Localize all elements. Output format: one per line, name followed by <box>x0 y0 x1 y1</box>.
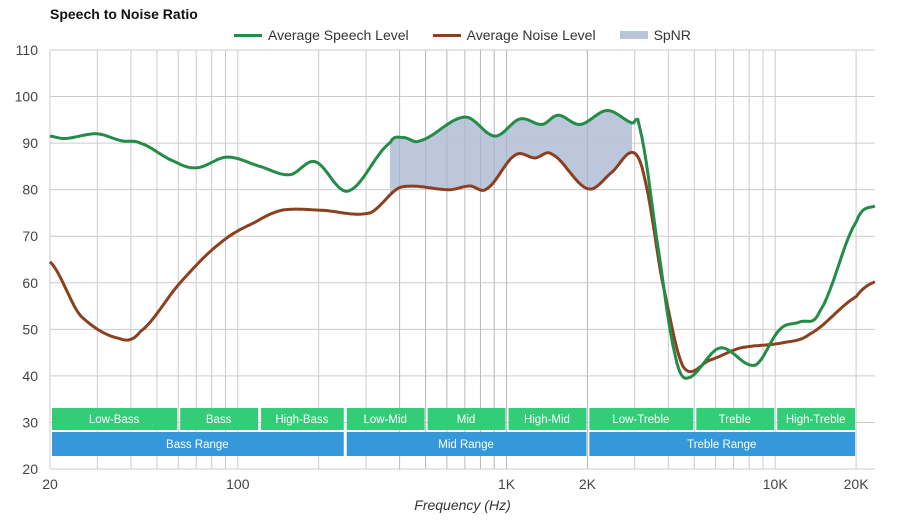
band-low-mid-label: Low-Mid <box>363 414 406 426</box>
range-treble-range-label: Treble Range <box>687 439 756 451</box>
band-high-mid-box <box>508 408 587 430</box>
band-high-treble: High-Treble <box>777 408 856 430</box>
y-tick-label: 50 <box>22 321 38 337</box>
band-high-mid: High-Mid <box>508 408 587 430</box>
y-tick-label: 60 <box>22 275 38 291</box>
band-mid-box <box>427 408 506 430</box>
band-treble-box <box>696 408 775 430</box>
band-high-treble-box <box>777 408 856 430</box>
range-mid-range-box <box>346 432 587 456</box>
legend-item-spnr[interactable]: SpNR <box>619 27 691 43</box>
x-tick-label: 100 <box>226 476 250 492</box>
band-high-bass-box <box>261 408 344 430</box>
y-tick-label: 110 <box>16 42 39 58</box>
legend-label-spnr: SpNR <box>653 27 691 43</box>
range-treble-range-box <box>589 432 856 456</box>
x-axis-label: Frequency (Hz) <box>414 497 511 513</box>
band-bass-box <box>180 408 259 430</box>
legend-swatch-speech <box>234 33 262 37</box>
band-low-treble: Low-Treble <box>589 408 694 430</box>
x-tick-label: 2K <box>579 476 597 492</box>
noise-line <box>48 150 876 374</box>
band-mid-label: Mid <box>457 414 476 426</box>
range-treble-range: Treble Range <box>589 432 856 456</box>
band-high-bass: High-Bass <box>261 408 344 430</box>
y-tick-label: 100 <box>15 89 39 105</box>
band-low-treble-box <box>589 408 694 430</box>
range-mid-range: Mid Range <box>346 432 587 456</box>
legend-label-noise: Average Noise Level <box>466 27 596 43</box>
band-low-bass: Low-Bass <box>52 408 178 430</box>
legend-swatch-noise <box>432 33 461 37</box>
speech-line <box>49 109 876 380</box>
range-bass-range: Bass Range <box>52 432 344 456</box>
range-mid-range-label: Mid Range <box>438 439 494 451</box>
chart-title: Speech to Noise Ratio <box>50 6 198 22</box>
band-mid: Mid <box>427 408 506 430</box>
band-low-bass-label: Low-Bass <box>89 414 140 426</box>
legend-item-noise[interactable]: Average Noise Level <box>432 27 596 43</box>
band-low-bass-box <box>52 408 178 430</box>
y-tick-label: 70 <box>22 228 38 244</box>
legend-label-speech: Average Speech Level <box>268 27 409 43</box>
x-tick-label: 20K <box>844 476 870 492</box>
band-high-treble-label: High-Treble <box>786 414 846 426</box>
band-treble: Treble <box>696 408 775 430</box>
y-tick-label: 30 <box>22 414 38 430</box>
band-low-mid: Low-Mid <box>346 408 425 430</box>
band-high-mid-label: High-Mid <box>524 414 570 426</box>
band-bass: Bass <box>180 408 259 430</box>
y-tick-label: 40 <box>22 368 38 384</box>
y-tick-label: 90 <box>22 135 38 151</box>
legend: Average Speech Level Average Noise Level… <box>234 27 691 43</box>
band-bass-label: Bass <box>206 414 232 426</box>
legend-swatch-spnr <box>619 31 648 39</box>
band-low-treble-label: Low-Treble <box>612 414 669 426</box>
legend-item-speech[interactable]: Average Speech Level <box>234 27 409 43</box>
range-bass-range-label: Bass Range <box>166 439 229 451</box>
y-tick-label: 20 <box>22 461 38 477</box>
range-bass-range-box <box>52 432 344 456</box>
x-tick-label: 10K <box>763 476 789 492</box>
band-treble-label: Treble <box>719 414 751 426</box>
x-tick-label: 1K <box>498 476 516 492</box>
band-high-bass-label: High-Bass <box>275 414 328 426</box>
y-tick-label: 80 <box>22 182 38 198</box>
band-low-mid-box <box>346 408 425 430</box>
x-tick-label: 20 <box>42 476 58 492</box>
